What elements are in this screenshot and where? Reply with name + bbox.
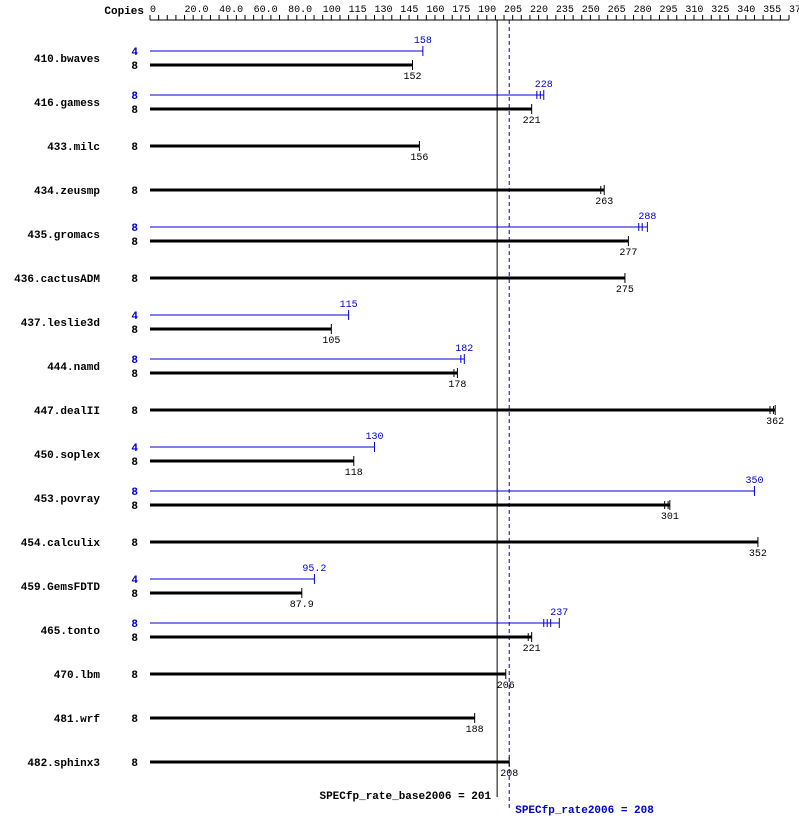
value-label-peak: 115 — [340, 300, 358, 311]
x-tick-label: 160 — [426, 5, 444, 16]
benchmark-name: 470.lbm — [54, 670, 101, 682]
benchmark-name: 454.calculix — [21, 538, 101, 550]
value-label-peak: 95.2 — [302, 564, 326, 575]
copies-label-peak: 8 — [131, 355, 138, 367]
x-tick-label: 115 — [349, 5, 367, 16]
value-label-base: 206 — [497, 681, 515, 692]
copies-label-base: 8 — [131, 501, 138, 513]
value-label-base: 301 — [661, 512, 679, 523]
copies-label-peak: 4 — [131, 443, 138, 455]
value-label-base: 275 — [616, 285, 634, 296]
x-tick-label: 370 — [789, 5, 799, 16]
value-label-base: 208 — [500, 769, 518, 780]
x-tick-label: 220 — [530, 5, 548, 16]
x-tick-label: 265 — [608, 5, 626, 16]
benchmark-name: 482.sphinx3 — [27, 758, 100, 770]
x-tick-label: 205 — [504, 5, 522, 16]
value-label-peak: 288 — [638, 212, 656, 223]
copies-label-peak: 4 — [131, 311, 138, 323]
benchmark-name: 416.gamess — [34, 98, 100, 110]
copies-label-base: 8 — [131, 325, 138, 337]
x-tick-label: 175 — [452, 5, 470, 16]
value-label-base: 352 — [749, 549, 767, 560]
value-label-base: 87.9 — [290, 600, 314, 611]
copies-label-base: 8 — [131, 61, 138, 73]
benchmark-name: 481.wrf — [54, 714, 101, 726]
value-label-peak: 350 — [745, 476, 763, 487]
benchmark-name: 465.tonto — [41, 626, 101, 638]
benchmark-name: 433.milc — [47, 142, 100, 154]
benchmark-name: 450.soplex — [34, 450, 100, 462]
copies-label-base: 8 — [131, 714, 138, 726]
copies-label-peak: 4 — [131, 575, 138, 587]
benchmark-name: 410.bwaves — [34, 54, 100, 66]
copies-label-peak: 8 — [131, 487, 138, 499]
value-label-peak: 130 — [366, 432, 384, 443]
benchmark-name: 435.gromacs — [27, 230, 100, 242]
value-label-base: 152 — [404, 72, 422, 83]
copies-label-base: 8 — [131, 589, 138, 601]
x-tick-label: 0 — [150, 5, 156, 16]
benchmark-name: 434.zeusmp — [34, 186, 100, 198]
value-label-base: 362 — [766, 417, 784, 428]
x-tick-label: 340 — [737, 5, 755, 16]
chart-svg: 0 20.0 40.0 60.0 80.0 100 115 130 145 160 175 190 20… — [0, 0, 799, 831]
value-label-base: 156 — [410, 153, 428, 164]
x-tick-label: 310 — [685, 5, 703, 16]
copies-label-base: 8 — [131, 142, 138, 154]
value-label-base: 118 — [345, 468, 363, 479]
copies-label-base: 8 — [131, 457, 138, 469]
benchmark-name: 437.leslie3d — [21, 318, 100, 330]
value-label-base: 221 — [523, 644, 541, 655]
x-tick-label: 295 — [659, 5, 677, 16]
copies-label-peak: 8 — [131, 91, 138, 103]
copies-label-base: 8 — [131, 406, 138, 418]
benchmark-name: 459.GemsFDTD — [21, 582, 101, 594]
x-tick-label: 130 — [375, 5, 393, 16]
value-label-peak: 228 — [535, 80, 553, 91]
copies-label-peak: 8 — [131, 223, 138, 235]
value-label-peak: 237 — [550, 608, 568, 619]
x-tick-label: 325 — [711, 5, 729, 16]
x-tick-label: 80.0 — [288, 5, 312, 16]
copies-label-base: 8 — [131, 538, 138, 550]
copies-label-base: 8 — [131, 186, 138, 198]
benchmark-name: 444.namd — [47, 362, 100, 374]
x-tick-label: 250 — [582, 5, 600, 16]
copies-label-base: 8 — [131, 237, 138, 249]
copies-label-base: 8 — [131, 274, 138, 286]
benchmark-name: 447.dealII — [34, 406, 100, 418]
x-tick-label: 190 — [478, 5, 496, 16]
value-label-base: 221 — [523, 116, 541, 127]
x-tick-label: 40.0 — [219, 5, 243, 16]
value-label-peak: 158 — [414, 36, 432, 47]
value-label-base: 188 — [466, 725, 484, 736]
ref-label-peak: SPECfp_rate2006 = 208 — [515, 805, 654, 817]
copies-label-peak: 4 — [131, 47, 138, 59]
copies-label-base: 8 — [131, 369, 138, 381]
value-label-base: 178 — [448, 380, 466, 391]
ref-label-base: SPECfp_rate_base2006 = 201 — [319, 791, 491, 803]
value-label-base: 263 — [595, 197, 613, 208]
benchmark-name: 436.cactusADM — [14, 274, 100, 286]
x-tick-label: 20.0 — [185, 5, 209, 16]
x-tick-label: 145 — [400, 5, 418, 16]
copies-label-base: 8 — [131, 105, 138, 117]
x-tick-label: 100 — [323, 5, 341, 16]
benchmark-name: 453.povray — [34, 494, 100, 506]
copies-label-base: 8 — [131, 633, 138, 645]
chart-bg — [0, 0, 799, 831]
copies-label-base: 8 — [131, 758, 138, 770]
axis-label-copies: Copies — [104, 6, 144, 18]
spec-rate-chart: 0 20.0 40.0 60.0 80.0 100 115 130 145 160 175 190 20… — [0, 0, 799, 831]
x-tick-label: 60.0 — [254, 5, 278, 16]
x-tick-label: 280 — [634, 5, 652, 16]
x-tick-label: 235 — [556, 5, 574, 16]
copies-label-base: 8 — [131, 670, 138, 682]
copies-label-peak: 8 — [131, 619, 138, 631]
value-label-base: 105 — [322, 336, 340, 347]
value-label-peak: 182 — [455, 344, 473, 355]
x-tick-label: 355 — [763, 5, 781, 16]
value-label-base: 277 — [619, 248, 637, 259]
